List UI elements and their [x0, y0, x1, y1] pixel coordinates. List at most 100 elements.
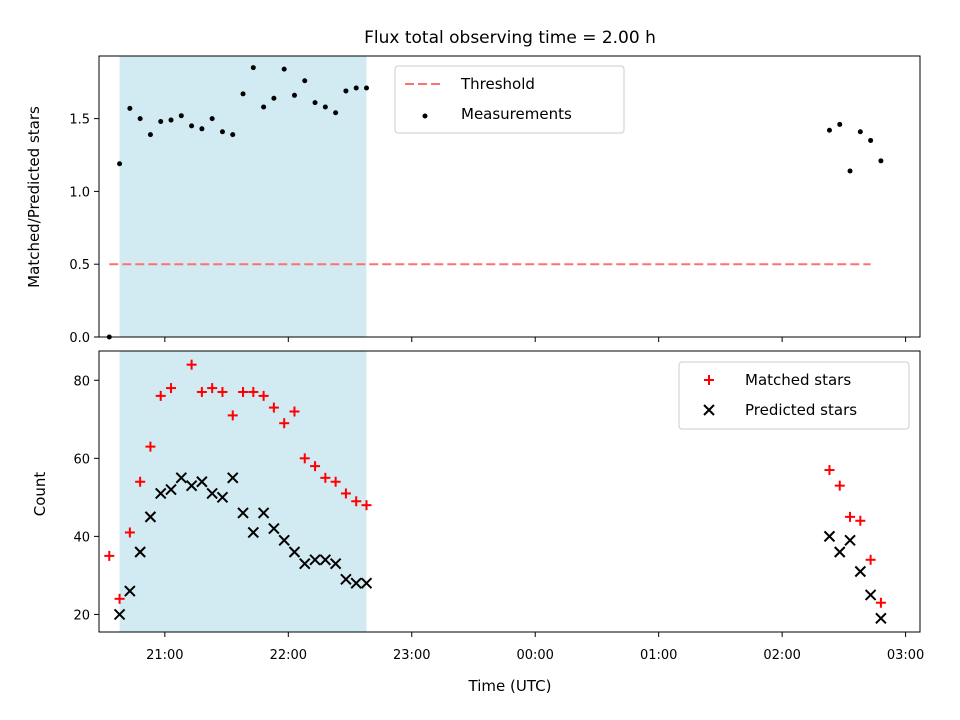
- cross-b: [175, 472, 188, 484]
- matched-star-point: [135, 476, 146, 487]
- matched-star-point: [834, 480, 845, 491]
- measurement-point: [281, 66, 287, 72]
- matched-star-point: [248, 386, 259, 397]
- measurement-point: [189, 123, 195, 129]
- matched-star-point: [268, 402, 279, 413]
- legend-box: [678, 361, 910, 430]
- cross-b: [340, 573, 352, 586]
- measurement-point: [230, 132, 236, 138]
- matched-star-point: [289, 406, 300, 417]
- cross-b: [278, 534, 290, 546]
- predicted-star-point: [834, 546, 846, 558]
- predicted-star-point: [124, 585, 136, 597]
- measurement-point: [291, 92, 297, 98]
- predicted-star-point: [134, 546, 146, 558]
- predicted-star-point: [288, 546, 301, 558]
- matched-star-point: [114, 593, 125, 604]
- top-y-axis-label: Matched/Predicted stars: [25, 106, 43, 288]
- y-tick-label: 1.0: [69, 185, 90, 200]
- cross-b: [834, 546, 846, 558]
- predicted-star-point: [875, 612, 887, 625]
- legend-measurement-swatch: [422, 113, 428, 119]
- matched-star-point: [258, 390, 269, 401]
- cross-b: [268, 522, 280, 535]
- cross-b: [185, 479, 198, 492]
- matched-star-point: [824, 465, 835, 476]
- cross-b: [155, 487, 167, 500]
- measurement-point: [826, 127, 832, 133]
- measurement-point: [250, 65, 256, 71]
- matched-star-point: [865, 554, 876, 565]
- legend: Matched stars Predicted stars: [678, 361, 910, 430]
- x-tick-label: 23:00: [393, 648, 430, 663]
- cross-b: [350, 577, 362, 589]
- measurement-point: [117, 161, 123, 167]
- predicted-star-point: [278, 534, 290, 546]
- predicted-star-point: [185, 479, 198, 492]
- matched-star-point: [310, 461, 321, 472]
- cross-b: [360, 577, 373, 589]
- predicted-star-point: [823, 530, 836, 543]
- plot-frame: [98, 55, 921, 338]
- matched-star-point: [145, 441, 156, 452]
- measurement-point: [199, 126, 205, 132]
- cross-b: [844, 534, 856, 546]
- cross-b: [329, 557, 342, 570]
- legend-label: Matched stars: [745, 371, 851, 389]
- matched-star-point: [299, 453, 310, 464]
- matched-star-point: [320, 472, 331, 483]
- predicted-star-point: [113, 608, 126, 621]
- predicted-star-point: [196, 476, 208, 488]
- matched-star-point: [196, 386, 207, 397]
- legend-predicted-swatch-b: [703, 404, 715, 416]
- measurement-point: [209, 116, 215, 122]
- cross-b: [299, 557, 311, 570]
- measurement-point: [147, 132, 153, 138]
- predicted-star-point: [268, 522, 280, 535]
- predicted-star-point: [854, 565, 867, 578]
- bottom-panel: 20 40 60 80 21:00 22:00 23:00 00:00 01:00 02:00 03…: [73, 350, 924, 663]
- top-panel: 0.0 0.5 1.0 1.5 Threshold Measurements: [69, 55, 921, 346]
- measurement-point: [857, 129, 863, 135]
- predicted-star-point: [175, 472, 188, 484]
- predicted-star-point: [206, 487, 218, 500]
- measurement-point: [353, 85, 359, 91]
- plot-frame: [98, 350, 921, 633]
- cross-b: [257, 507, 270, 519]
- measurement-point: [127, 105, 133, 111]
- predicted-star-point: [257, 507, 270, 519]
- matched-star-point: [227, 410, 238, 421]
- cross-b: [144, 511, 157, 523]
- cross-b: [237, 507, 249, 519]
- matched-star-point: [845, 511, 856, 522]
- matched-star-point: [207, 383, 218, 394]
- cross-b: [165, 483, 177, 496]
- y-tick-label: 0.5: [69, 258, 90, 273]
- predicted-star-point: [319, 554, 332, 566]
- y-tick-label: 40: [73, 530, 90, 545]
- matched-star-point: [104, 550, 115, 561]
- matched-star-point: [279, 418, 290, 429]
- matched-star-point: [124, 527, 135, 538]
- x-tick-label: 00:00: [516, 648, 553, 663]
- y-tick-label: 20: [73, 608, 90, 623]
- matched-star-point: [340, 488, 351, 499]
- predicted-star-point: [216, 491, 229, 504]
- legend-label: Predicted stars: [745, 401, 857, 419]
- predicted-star-point: [864, 589, 877, 601]
- predicted-star-point: [329, 557, 342, 570]
- cross-b: [113, 608, 126, 621]
- measurement-point: [219, 129, 225, 135]
- measurement-point: [240, 91, 246, 97]
- cross-b: [227, 472, 239, 484]
- y-tick-label: 0.0: [69, 331, 90, 346]
- x-tick-label: 22:00: [270, 648, 307, 663]
- predicted-star-point: [299, 557, 311, 570]
- cross-b: [823, 530, 836, 543]
- measurement-point: [363, 85, 369, 91]
- measurement-point: [878, 158, 884, 164]
- legend-box: [394, 65, 625, 134]
- measurement-point: [178, 113, 184, 119]
- cross-b: [206, 487, 218, 500]
- predicted-star-point: [247, 526, 260, 539]
